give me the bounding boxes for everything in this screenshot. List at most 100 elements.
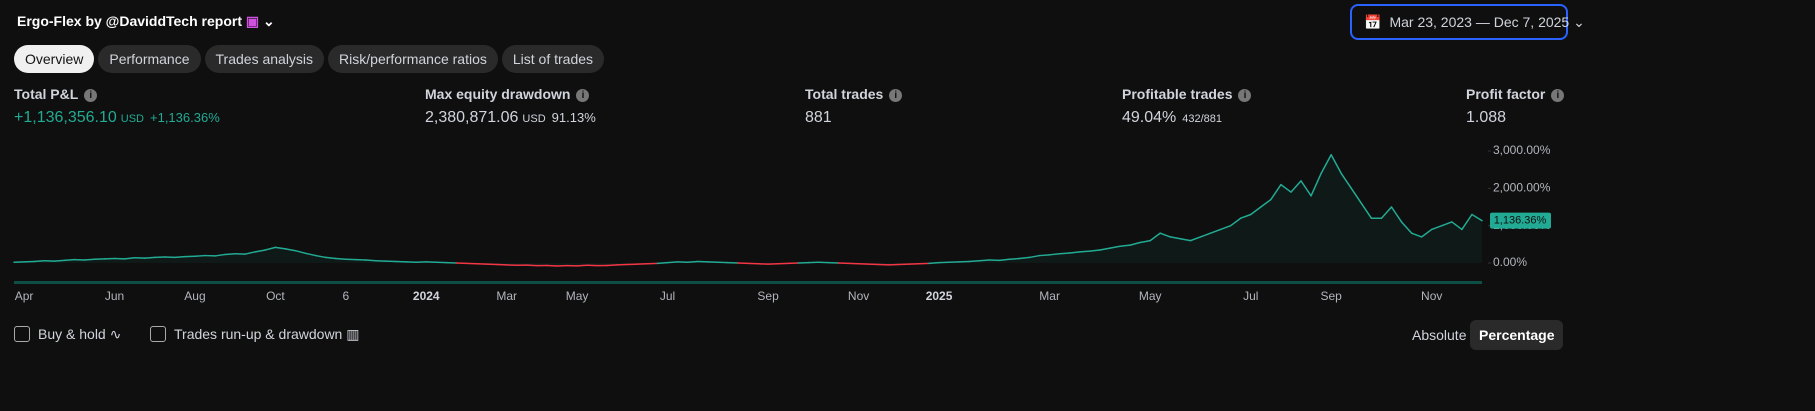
equity-line (1199, 232, 1212, 238)
calendar-icon: 📅 (1364, 14, 1382, 30)
metric-label: Profitable trades (1122, 86, 1233, 102)
trade-strip (14, 281, 1482, 284)
metric: Profitable trades i 49.04% 432/881 (1122, 86, 1252, 127)
metric-row: 49.04% 432/881 (1122, 109, 1251, 127)
equity-line (1018, 256, 1031, 260)
info-icon: i (889, 89, 903, 102)
equity-line (1360, 202, 1373, 219)
equity-line (1038, 254, 1051, 257)
metric-row: 881 (805, 109, 902, 127)
tab[interactable]: Performance (98, 45, 201, 73)
equity-line (314, 254, 327, 259)
equity-line (294, 249, 307, 255)
y-tick-label: 0.00% (1493, 255, 1527, 269)
equity-line (1410, 232, 1423, 238)
equity-line (1390, 206, 1403, 223)
equity-line (998, 258, 1011, 262)
equity-line (1350, 187, 1363, 205)
equity-line (968, 260, 981, 263)
x-tick-label: Aug (184, 289, 205, 303)
equity-line (274, 246, 287, 250)
last-value-label: 1,136.36% (1494, 215, 1547, 227)
equity-line (1159, 232, 1172, 238)
equity-line (1219, 224, 1232, 231)
date-range: Mar 23, 2023 — Dec 7, 2025 (1389, 14, 1570, 30)
metric: Max equity drawdown i 2,380,871.06 USD 91.13… (425, 86, 596, 127)
x-tick-label: Nov (1421, 289, 1442, 303)
equity-line (1290, 180, 1302, 193)
x-tick-label: Nov (848, 289, 869, 303)
equity-line (1129, 241, 1141, 246)
equity-line (1189, 236, 1202, 242)
equity-line (1149, 232, 1161, 242)
metric-row: 2,380,871.06 USD 91.13% (425, 109, 596, 127)
metric-value: +1,136,356.10 (14, 109, 117, 126)
equity-line (1099, 247, 1111, 251)
equity-line (123, 257, 136, 260)
percentage-button[interactable]: Percentage (1470, 320, 1564, 350)
x-tick-label: Jul (660, 289, 675, 303)
metric: Total trades i 881 (805, 86, 903, 127)
equity-line (254, 249, 267, 253)
tab[interactable]: List of trades (501, 45, 605, 73)
equity-line (244, 251, 257, 255)
equity-line (174, 255, 186, 259)
equity-line (1109, 245, 1121, 249)
equity-line (1320, 153, 1332, 175)
x-tick-label: Jul (1243, 289, 1258, 303)
equity-line (143, 256, 156, 259)
x-tick-label: Apr (15, 289, 34, 303)
info-icon: i (1238, 89, 1252, 102)
equity-line (1300, 180, 1312, 197)
equity-line (546, 264, 558, 267)
absolute-button[interactable]: Absolute (1412, 327, 1467, 343)
title-row[interactable]: Ergo-Flex by @DaviddTech report ▣ ⌄ (17, 13, 275, 30)
last-value-marker (1490, 212, 1551, 229)
buy-hold-label: Buy & hold (38, 326, 106, 342)
x-tick-label: May (1139, 289, 1162, 303)
x-tick-label: 2024 (413, 289, 440, 303)
metric-row: +1,136,356.10 USD +1,136.36% (14, 109, 220, 127)
equity-line (224, 252, 236, 256)
equity-line (686, 260, 699, 264)
equity-line (1028, 254, 1041, 259)
tab[interactable]: Overview (14, 45, 95, 73)
x-tick-label: Oct (266, 289, 285, 303)
tab[interactable]: Risk/performance ratios (328, 45, 498, 73)
x-tick-label: Jun (105, 289, 124, 303)
info-icon: i (576, 89, 590, 102)
equity-line (666, 261, 679, 264)
equity-line (1441, 221, 1453, 227)
metric-unit: USD (522, 113, 546, 125)
metric-value: 49.04% (1122, 109, 1177, 126)
equity-line (1430, 224, 1443, 231)
equity-line (335, 257, 347, 261)
tab[interactable]: Trades analysis (204, 45, 325, 73)
equity-line (1048, 252, 1061, 256)
equity-line (656, 261, 669, 265)
tabs: Overview Performance Trades analysis Risk/p… (14, 45, 608, 73)
equity-line (214, 253, 226, 257)
info-icon: i (1551, 89, 1565, 102)
report-label: report (201, 13, 242, 29)
strategy-title: Ergo-Flex by @DaviddTech (17, 13, 198, 29)
y-tick-label: 3,000.00% (1493, 143, 1551, 157)
equity-line (1069, 251, 1081, 254)
metric-extra: +1,136.36% (150, 110, 220, 125)
equity-line (264, 246, 277, 251)
buy-hold-toggle[interactable]: Buy & hold ∿ (14, 326, 121, 343)
equity-line (526, 264, 538, 267)
equity-line (928, 261, 940, 265)
equity-line (1139, 239, 1151, 244)
equity-line (1119, 244, 1131, 247)
equity-line (1330, 153, 1342, 175)
equity-line (1079, 250, 1091, 253)
equity-area (14, 154, 1482, 267)
x-tick-label: Mar (496, 289, 517, 303)
equity-line (576, 264, 588, 267)
metric-value: 2,380,871.06 (425, 109, 519, 126)
runup-toggle[interactable]: Trades run-up & drawdown ▥ (150, 326, 359, 343)
metric: Profit factor i 1.088 (1466, 86, 1565, 127)
